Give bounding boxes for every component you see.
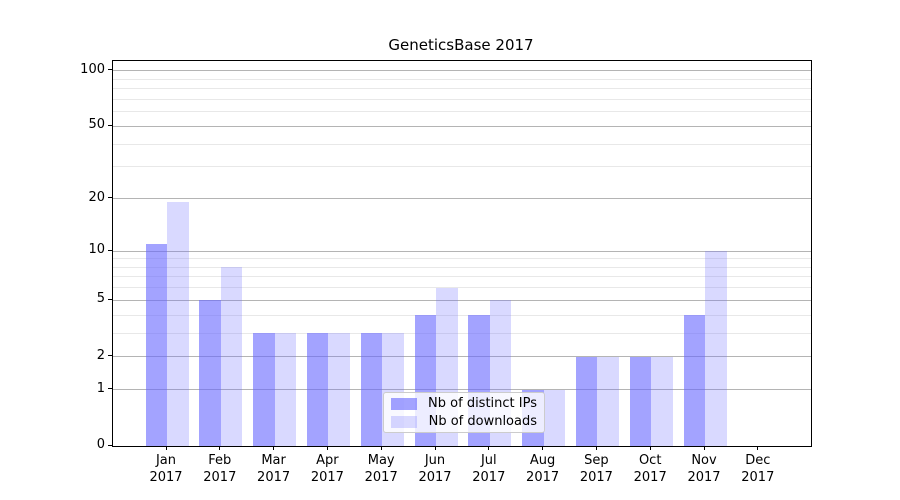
- y-tick-mark: [108, 355, 112, 357]
- gridline-major: [113, 299, 811, 301]
- gridline-minor: [113, 332, 811, 334]
- x-tick-label-oct: Oct 2017: [633, 453, 667, 485]
- gridline-minor: [113, 287, 811, 289]
- gridline-major: [113, 70, 811, 72]
- x-tick-mark: [488, 446, 490, 450]
- x-tick-mark: [165, 446, 167, 450]
- legend-item-distinct-ips: Nb of distinct IPs: [391, 396, 537, 411]
- y-tick-mark: [108, 124, 112, 126]
- x-tick-label-jun: Jun 2017: [418, 453, 452, 485]
- y-tick-label: 100: [80, 61, 105, 77]
- gridline-major: [113, 125, 811, 127]
- y-tick-mark: [108, 249, 112, 251]
- x-tick-label-jul: Jul 2017: [472, 453, 506, 485]
- x-tick-label-apr: Apr 2017: [310, 453, 344, 485]
- x-tick-mark: [273, 446, 275, 450]
- y-tick-mark: [108, 69, 112, 71]
- y-tick-mark: [108, 197, 112, 198]
- x-tick-mark: [649, 446, 651, 450]
- legend-label-downloads: Nb of downloads: [428, 414, 537, 429]
- x-tick-label-dec: Dec 2017: [741, 453, 775, 485]
- y-tick-label: 20: [88, 189, 105, 205]
- x-tick-mark: [326, 446, 328, 450]
- gridline-minor: [113, 276, 811, 278]
- x-tick-mark: [703, 446, 705, 450]
- bar-feb-distinct-ips: [199, 300, 221, 446]
- bar-apr-downloads: [328, 333, 350, 446]
- gridline-minor: [113, 258, 811, 260]
- x-tick-label-feb: Feb 2017: [203, 453, 237, 485]
- legend-item-downloads: Nb of downloads: [391, 414, 537, 429]
- bar-apr-distinct-ips: [306, 333, 329, 446]
- legend-swatch-distinct-ips: [391, 397, 417, 410]
- gridline-major: [113, 389, 811, 391]
- y-tick-label: 5: [96, 291, 105, 307]
- chart-title: GeneticsBase 2017: [388, 36, 534, 54]
- bar-aug-downloads: [543, 389, 566, 446]
- y-tick-mark: [108, 388, 112, 390]
- x-tick-mark: [542, 446, 544, 450]
- x-tick-mark: [219, 446, 221, 450]
- gridline-major: [113, 198, 811, 199]
- y-tick-mark: [108, 298, 112, 300]
- x-tick-mark: [380, 446, 382, 450]
- gridline-major: [113, 250, 811, 252]
- y-tick-label: 2: [96, 347, 105, 363]
- legend-label-distinct-ips: Nb of distinct IPs: [428, 396, 537, 411]
- bar-mar-distinct-ips: [253, 333, 275, 446]
- x-tick-label-jan: Jan 2017: [149, 453, 183, 485]
- gridline-minor: [113, 166, 811, 168]
- bar-oct-downloads: [651, 356, 673, 446]
- gridline-minor: [113, 314, 811, 316]
- gridline-minor: [113, 111, 811, 113]
- bar-jan-downloads: [167, 202, 189, 446]
- bar-oct-distinct-ips: [629, 356, 652, 446]
- bar-mar-downloads: [274, 333, 297, 446]
- y-tick-label: 1: [96, 380, 105, 396]
- gridline-minor: [113, 78, 811, 80]
- y-tick-label: 50: [88, 117, 105, 133]
- x-tick-label-sep: Sep 2017: [579, 453, 613, 485]
- bar-sep-distinct-ips: [575, 356, 598, 446]
- y-tick-mark: [108, 444, 112, 446]
- gridline-minor: [113, 143, 811, 145]
- bar-may-distinct-ips: [360, 333, 383, 446]
- legend-swatch-downloads: [391, 415, 417, 428]
- y-tick-label: 0: [96, 437, 105, 452]
- plot-area: [112, 60, 812, 447]
- bar-nov-distinct-ips: [683, 315, 705, 446]
- y-tick-label: 10: [88, 242, 105, 258]
- bar-jan-distinct-ips: [145, 244, 167, 446]
- x-tick-label-nov: Nov 2017: [687, 453, 721, 485]
- gridline-minor: [113, 98, 811, 100]
- x-tick-mark: [595, 446, 597, 450]
- bar-sep-downloads: [597, 356, 619, 446]
- gridline-minor: [113, 88, 811, 90]
- gridline-minor: [113, 266, 811, 268]
- legend: Nb of distinct IPs Nb of downloads: [383, 392, 545, 433]
- bar-nov-downloads: [705, 251, 727, 446]
- x-tick-mark: [434, 446, 436, 450]
- x-tick-mark: [757, 446, 759, 450]
- x-tick-label-may: May 2017: [364, 453, 398, 485]
- gridline-major: [113, 356, 811, 358]
- x-tick-label-mar: Mar 2017: [257, 453, 291, 485]
- bar-feb-downloads: [220, 267, 243, 446]
- x-tick-label-aug: Aug 2017: [526, 453, 560, 485]
